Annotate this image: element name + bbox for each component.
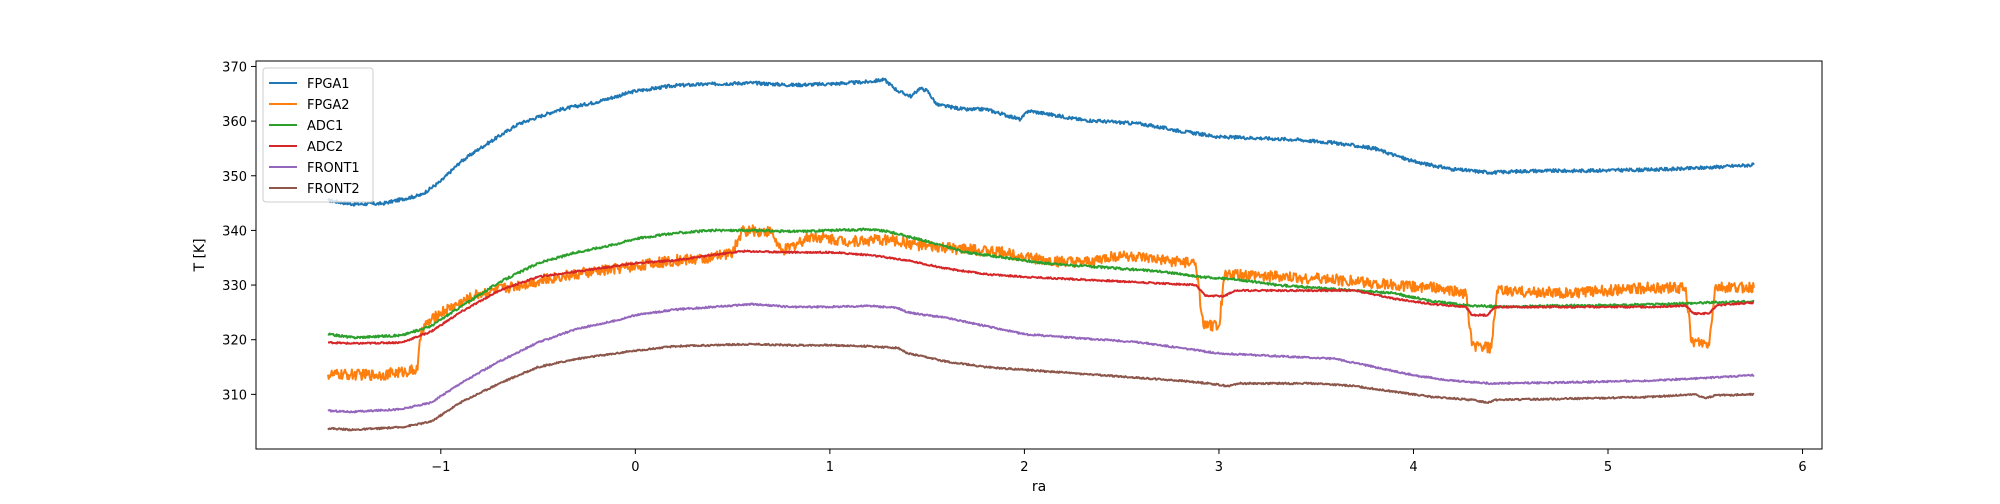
- series-line-adc2: [327, 249, 1755, 345]
- legend: FPGA1 FPGA2 ADC1 ADC2 FRONT1 FRONT2: [262, 67, 374, 203]
- x-tick-label: 3: [1215, 460, 1223, 475]
- x-tick-label: 5: [1604, 460, 1612, 475]
- legend-box: [262, 67, 374, 203]
- y-tick-label: 370: [222, 60, 247, 75]
- y-tick-label: 320: [222, 334, 247, 349]
- y-tick-label: 360: [222, 115, 247, 130]
- plot-frame: [255, 60, 1823, 450]
- x-tick-label: 0: [631, 460, 639, 475]
- x-tick-label: −1: [431, 460, 450, 475]
- legend-label: ADC2: [307, 140, 343, 155]
- x-axis: −1 0 1 2 3 4 5 6: [431, 449, 1807, 475]
- y-tick-label: 350: [222, 170, 247, 185]
- legend-label: FRONT2: [307, 182, 360, 197]
- series-line-fpga2: [327, 224, 1755, 381]
- plot-lines: [327, 77, 1755, 432]
- legend-label: FPGA2: [307, 98, 350, 113]
- y-tick-label: 330: [222, 279, 247, 294]
- x-axis-label: ra: [1032, 479, 1046, 495]
- x-tick-label: 4: [1409, 460, 1417, 475]
- legend-label: ADC1: [307, 119, 343, 134]
- y-axis: 310 320 330 340 350 360 370: [222, 60, 256, 403]
- y-tick-label: 340: [222, 224, 247, 239]
- x-tick-label: 6: [1798, 460, 1806, 475]
- legend-label: FRONT1: [307, 161, 360, 176]
- x-tick-label: 2: [1020, 460, 1028, 475]
- y-tick-label: 310: [222, 388, 247, 403]
- series-line-front1: [327, 302, 1755, 414]
- y-axis-label: T [K]: [192, 238, 208, 272]
- x-tick-label: 1: [826, 460, 834, 475]
- series-line-front2: [327, 342, 1755, 432]
- series-line-fpga1: [327, 77, 1755, 207]
- legend-label: FPGA1: [307, 77, 350, 92]
